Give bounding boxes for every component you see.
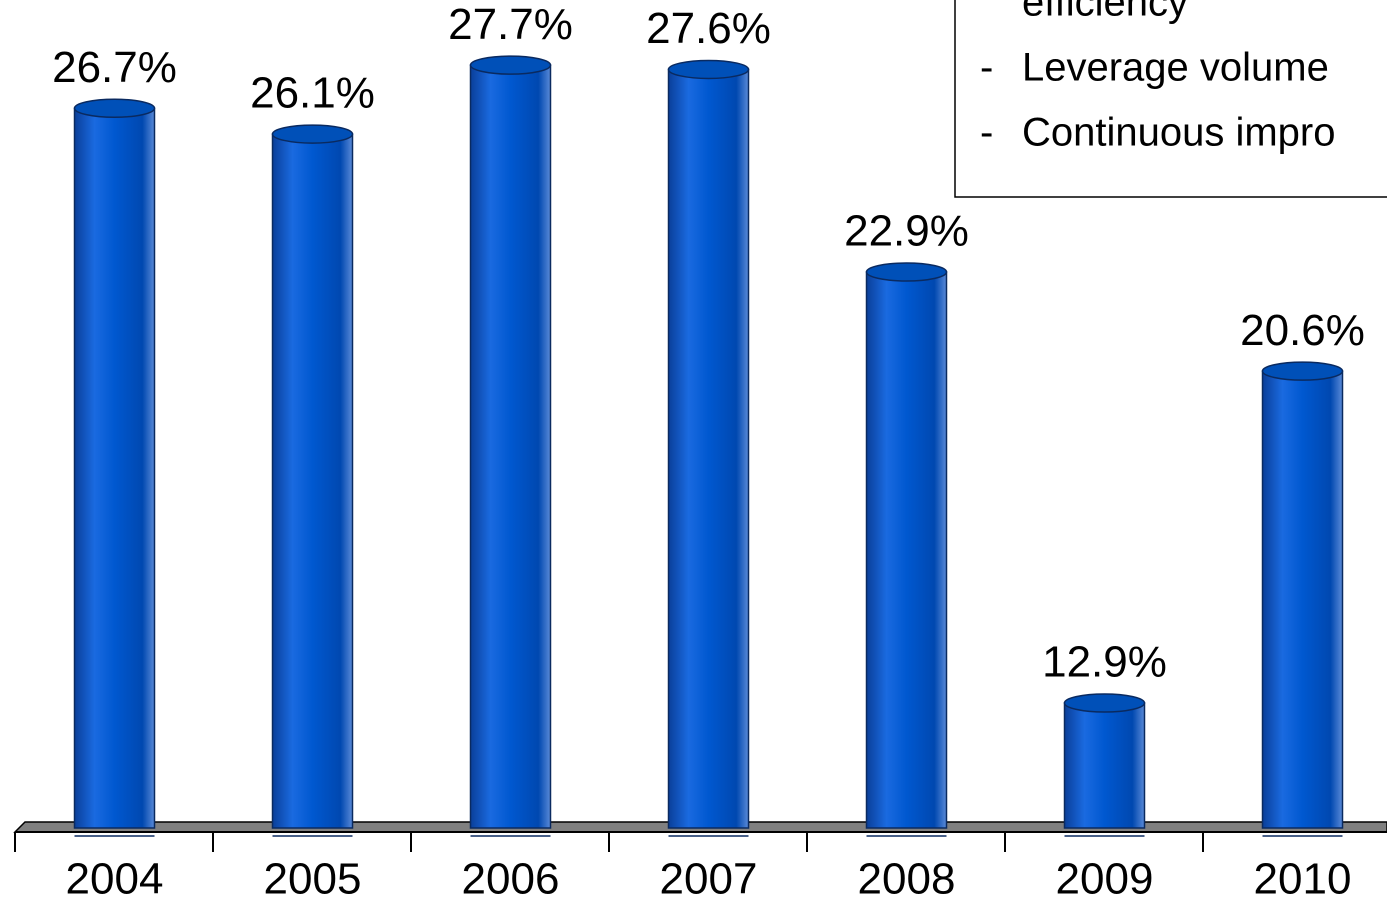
bar xyxy=(1063,702,1146,829)
x-tick-label: 2004 xyxy=(66,855,164,904)
value-label: 27.6% xyxy=(646,4,771,53)
annotation-line: efficiency xyxy=(1022,0,1188,25)
annotation-bullet: - xyxy=(980,111,993,155)
bar-cap xyxy=(865,262,948,282)
value-label: 22.9% xyxy=(844,207,969,256)
value-label: 27.7% xyxy=(448,0,573,49)
bar-cap xyxy=(667,59,750,80)
x-tick-label: 2007 xyxy=(660,855,758,904)
x-tick-label: 2006 xyxy=(462,855,560,904)
bar xyxy=(271,133,354,829)
value-label: 26.1% xyxy=(250,69,375,118)
bar xyxy=(73,107,156,829)
annotation-line: Continuous impro xyxy=(1022,111,1336,155)
x-tick-label: 2005 xyxy=(264,855,362,904)
bar-cap xyxy=(73,98,156,118)
bar xyxy=(469,64,552,829)
x-tick-label: 2009 xyxy=(1056,855,1154,904)
value-label: 20.6% xyxy=(1240,306,1365,355)
value-label: 26.7% xyxy=(52,43,177,92)
value-label: 12.9% xyxy=(1042,638,1167,687)
bar-cap xyxy=(1261,361,1344,381)
bar xyxy=(865,271,948,829)
annotation-box xyxy=(954,0,1387,198)
annotation-line: Leverage volume xyxy=(1022,46,1329,90)
bar-cap xyxy=(271,124,354,144)
bar xyxy=(667,68,750,829)
bar xyxy=(1261,370,1344,829)
annotation-bullet: - xyxy=(980,46,993,90)
bar-cap xyxy=(1063,693,1146,713)
bar-cap xyxy=(469,55,552,75)
x-tick-label: 2010 xyxy=(1254,855,1352,904)
x-tick-label: 2008 xyxy=(858,855,956,904)
